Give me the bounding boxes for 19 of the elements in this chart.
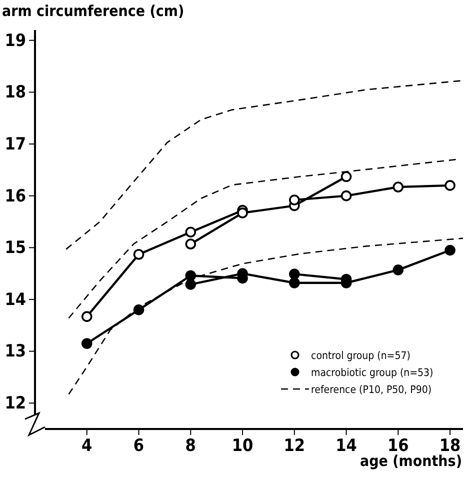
legend-label: macrobiotic group (n=53) xyxy=(311,367,434,379)
y-tick-label: 17 xyxy=(4,134,26,154)
y-tick-label: 15 xyxy=(4,238,26,258)
x-tick-label: 10 xyxy=(232,436,254,456)
y-tick-label: 16 xyxy=(4,186,26,206)
y-tick-label: 18 xyxy=(4,82,26,103)
y-tick-label: 12 xyxy=(4,394,26,414)
y-tick-label: 19 xyxy=(4,30,26,51)
x-tick-label: 12 xyxy=(284,436,306,456)
legend-label: reference (P10, P50, P90) xyxy=(311,384,432,396)
x-tick-label: 4 xyxy=(82,436,92,456)
y-tick-label: 13 xyxy=(4,342,26,362)
y-tick-label: 14 xyxy=(4,290,26,310)
legend-label: control group (n=57) xyxy=(311,350,410,362)
x-tick-label: 8 xyxy=(185,436,196,456)
y-axis-title: arm circumference (cm) xyxy=(2,2,184,20)
x-tick-label: 14 xyxy=(336,436,357,456)
x-axis-title: age (months) xyxy=(360,452,462,470)
x-tick-label: 6 xyxy=(133,436,144,456)
